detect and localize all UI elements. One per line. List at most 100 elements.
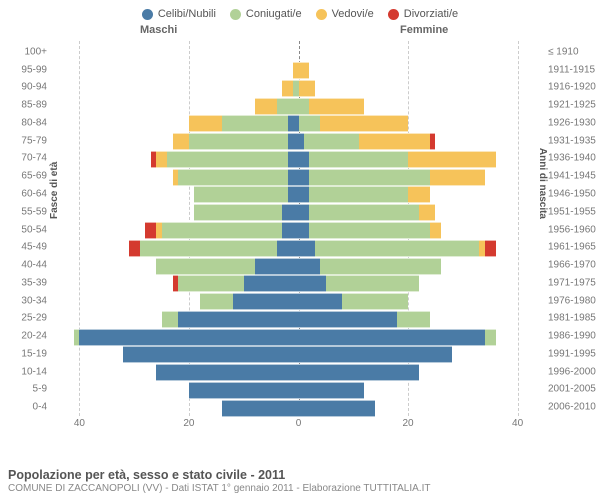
bar-segment [397, 311, 430, 328]
male-bar [52, 222, 299, 237]
bar-segment [304, 133, 359, 150]
pyramid-row [52, 222, 545, 237]
pyramid-row [52, 293, 545, 308]
bar-segment [309, 222, 430, 239]
bar-segment [156, 151, 167, 168]
bar-segment [299, 62, 310, 79]
legend-swatch [142, 9, 153, 20]
bar-segment [156, 258, 255, 275]
male-bar [52, 311, 299, 326]
bar-segment [288, 115, 299, 132]
label-females: Femmine [400, 24, 448, 36]
footer-title: Popolazione per età, sesso e stato civil… [8, 468, 430, 482]
x-tick-label: 40 [512, 418, 523, 429]
female-bar [299, 382, 546, 397]
birth-year-label: 1996-2000 [548, 366, 596, 377]
bar-segment [79, 329, 298, 346]
bar-segment [222, 115, 288, 132]
pyramid-row [52, 364, 545, 379]
bar-segment [200, 293, 233, 310]
male-bar [52, 293, 299, 308]
bar-segment [189, 115, 222, 132]
bar-segment [299, 329, 485, 346]
bar-segment [282, 222, 298, 239]
bar-segment [485, 240, 496, 257]
bar-segment [173, 133, 189, 150]
birth-year-label: 1936-1940 [548, 153, 596, 164]
female-bar [299, 62, 546, 77]
bar-segment [309, 186, 408, 203]
bar-segment [299, 311, 398, 328]
bar-segment [140, 240, 277, 257]
x-tick-label: 0 [296, 418, 302, 429]
birth-year-label: 1976-1980 [548, 295, 596, 306]
male-bar [52, 204, 299, 219]
pyramid-row [52, 133, 545, 148]
male-bar [52, 329, 299, 344]
bar-segment [178, 311, 299, 328]
age-band-label: 0-4 [33, 402, 47, 413]
bar-segment [299, 80, 315, 97]
bar-segment [419, 204, 435, 221]
age-band-label: 35-39 [21, 277, 47, 288]
age-band-label: 50-54 [21, 224, 47, 235]
birth-year-label: ≤ 1910 [548, 46, 579, 57]
bar-segment [342, 293, 408, 310]
female-bar [299, 311, 546, 326]
pyramid-row [52, 346, 545, 361]
pyramid-row [52, 98, 545, 113]
legend-item: Coniugati/e [230, 8, 302, 20]
pyramid-row [52, 258, 545, 273]
female-bar [299, 275, 546, 290]
bar-segment [359, 133, 430, 150]
pyramid-row [52, 62, 545, 77]
bar-segment [299, 275, 326, 292]
age-band-label: 65-69 [21, 171, 47, 182]
footer-subtitle: COMUNE DI ZACCANOPOLI (VV) - Dati ISTAT … [8, 483, 430, 494]
female-bar [299, 400, 546, 415]
age-band-label: 100+ [24, 46, 47, 57]
bar-segment [167, 151, 288, 168]
bar-segment [222, 400, 299, 417]
bar-segment [299, 98, 310, 115]
x-axis: 402002040 [52, 418, 545, 436]
female-bar [299, 133, 546, 148]
legend-swatch [388, 9, 399, 20]
bar-segment [233, 293, 299, 310]
age-band-label: 75-79 [21, 135, 47, 146]
pyramid-row [52, 169, 545, 184]
y-axis-left: 100+95-9990-9485-8980-8475-7970-7465-696… [7, 41, 47, 436]
age-band-label: 70-74 [21, 153, 47, 164]
bar-segment [320, 258, 441, 275]
birth-year-label: 2006-2010 [548, 402, 596, 413]
female-bar [299, 98, 546, 113]
male-bar [52, 400, 299, 415]
age-band-label: 45-49 [21, 242, 47, 253]
birth-year-label: 2001-2005 [548, 384, 596, 395]
label-males: Maschi [140, 24, 177, 36]
age-band-label: 40-44 [21, 260, 47, 271]
bar-segment [123, 346, 298, 363]
bar-segment [299, 293, 343, 310]
female-bar [299, 115, 546, 130]
bar-segment [309, 98, 364, 115]
pyramid-row [52, 204, 545, 219]
female-bar [299, 44, 546, 59]
bar-rows [52, 43, 545, 416]
bar-segment [309, 151, 408, 168]
birth-year-label: 1986-1990 [548, 331, 596, 342]
male-bar [52, 346, 299, 361]
legend-swatch [316, 9, 327, 20]
x-tick-label: 20 [402, 418, 413, 429]
female-bar [299, 222, 546, 237]
male-bar [52, 62, 299, 77]
female-bar [299, 240, 546, 255]
bar-segment [408, 186, 430, 203]
bar-segment [178, 275, 244, 292]
pyramid-row [52, 44, 545, 59]
bar-segment [189, 382, 299, 399]
age-band-label: 90-94 [21, 82, 47, 93]
pyramid-row [52, 382, 545, 397]
female-bar [299, 80, 546, 95]
pyramid-row [52, 151, 545, 166]
